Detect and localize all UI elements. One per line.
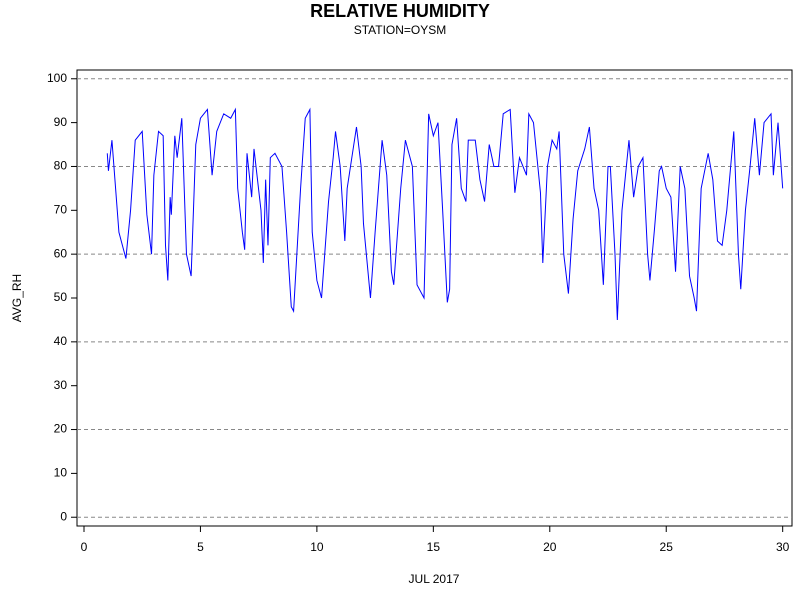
y-tick-label: 90 <box>54 115 68 129</box>
x-tick-label: 20 <box>543 540 557 554</box>
line-series <box>106 107 784 320</box>
x-tick-label: 30 <box>776 540 790 554</box>
y-tick-label: 40 <box>54 334 68 348</box>
y-tick-label: 60 <box>54 246 68 260</box>
y-tick-label: 0 <box>60 509 67 523</box>
y-axis-label: AVG_RH <box>10 274 24 322</box>
x-axis-label: JUL 2017 <box>409 572 460 586</box>
x-tick-label: 25 <box>660 540 674 554</box>
y-tick-label: 70 <box>54 202 68 216</box>
x-tick-label: 5 <box>197 540 204 554</box>
chart-subtitle: STATION=OYSM <box>354 23 447 37</box>
plot-frame <box>76 69 793 527</box>
x-tick-label: 0 <box>81 540 88 554</box>
y-tick-label: 20 <box>54 422 68 436</box>
x-tick-label: 10 <box>310 540 324 554</box>
chart-title: RELATIVE HUMIDITY <box>310 1 490 21</box>
y-tick-label: 100 <box>47 71 67 85</box>
y-tick-label: 80 <box>54 159 68 173</box>
x-tick-label: 15 <box>427 540 441 554</box>
y-tick-label: 50 <box>54 290 68 304</box>
y-tick-label: 30 <box>54 378 68 392</box>
y-tick-label: 10 <box>54 466 68 480</box>
